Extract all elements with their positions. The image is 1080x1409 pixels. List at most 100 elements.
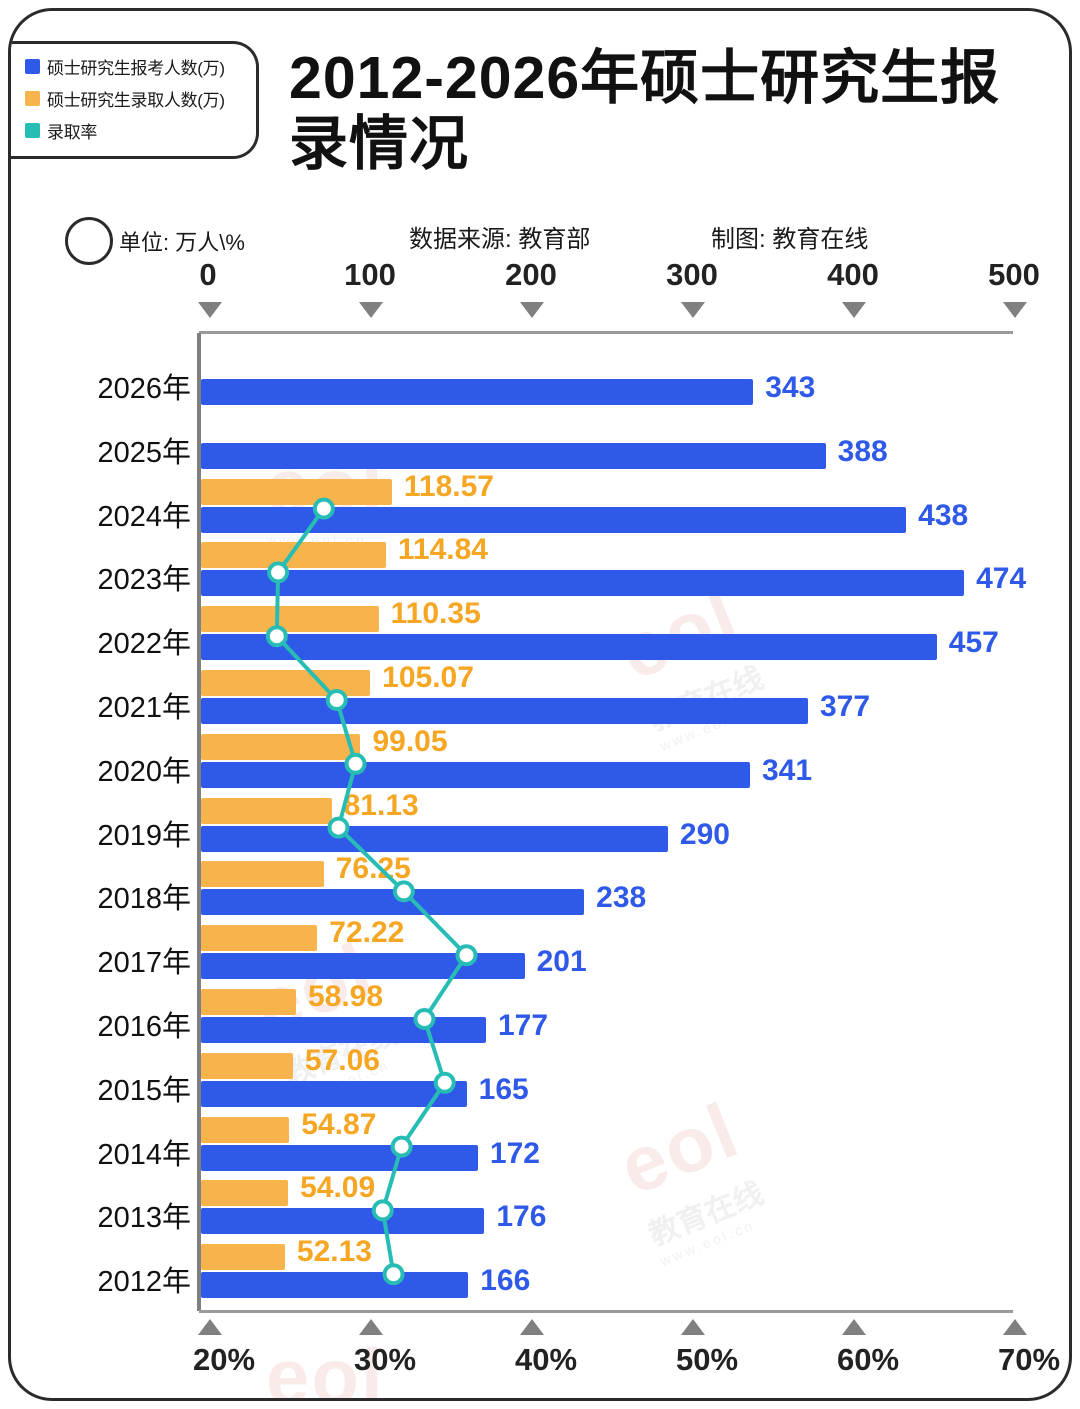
legend-swatch-icon bbox=[25, 91, 40, 106]
bar-value-admitted: 81.13 bbox=[343, 788, 419, 822]
bar-admitted bbox=[201, 478, 392, 505]
chart-legend: 硕士研究生报考人数(万) 硕士研究生录取人数(万) 录取率 bbox=[11, 41, 259, 159]
bar-admitted bbox=[201, 861, 324, 888]
top-axis-rule bbox=[199, 331, 1013, 334]
bar-value-applicants: 165 bbox=[478, 1072, 529, 1106]
top-axis-tick-3: 300 bbox=[666, 257, 718, 292]
bar-value-admitted: 110.35 bbox=[390, 597, 481, 631]
bar-value-admitted: 58.98 bbox=[307, 980, 384, 1013]
bar-value-applicants: 343 bbox=[765, 371, 816, 404]
legend-swatch-icon bbox=[25, 59, 40, 74]
bar-value-admitted: 54.87 bbox=[301, 1107, 377, 1141]
bar-admitted bbox=[201, 1116, 290, 1143]
top-axis-tick-2: 200 bbox=[505, 257, 557, 292]
bar-admitted bbox=[201, 1052, 293, 1079]
category-label: 2023年 bbox=[97, 564, 191, 597]
top-tick-marker-icon bbox=[842, 302, 866, 318]
bar-admitted bbox=[201, 542, 386, 569]
category-label: 2012年 bbox=[97, 1266, 191, 1299]
bar-value-admitted: 54.09 bbox=[300, 1171, 376, 1205]
chart-row: 2023年 114.84 474 bbox=[11, 533, 1069, 604]
category-label: 2013年 bbox=[97, 1202, 191, 1235]
top-axis-tick-0: 0 bbox=[199, 257, 217, 292]
chart-row: 2014年 54.87 172 bbox=[11, 1108, 1069, 1179]
bar-admitted bbox=[201, 925, 318, 952]
maker-label: 制图: 教育在线 bbox=[711, 226, 869, 253]
category-label: 2017年 bbox=[97, 947, 191, 980]
category-label: 2015年 bbox=[97, 1074, 191, 1107]
unit-circle-icon bbox=[65, 217, 113, 265]
chart-row: 2025年 388 bbox=[11, 415, 1069, 477]
bar-value-applicants: 474 bbox=[976, 562, 1027, 596]
plot-area: 0 100 200 300 400 500 20% 30% 40% 50% 60… bbox=[11, 11, 1069, 1398]
bottom-tick-marker-icon bbox=[359, 1319, 383, 1335]
bar-admitted bbox=[201, 606, 379, 633]
bottom-tick-marker-icon bbox=[198, 1319, 222, 1335]
bottom-axis-rule bbox=[199, 1310, 1013, 1313]
bar-applicants bbox=[201, 570, 965, 597]
legend-label: 硕士研究生录取人数(万) bbox=[47, 91, 225, 110]
bar-applicants bbox=[201, 442, 826, 469]
unit-label: 单位: 万人\% bbox=[119, 230, 245, 255]
bar-applicants bbox=[201, 825, 668, 852]
chart-row: 2013年 54.09 176 bbox=[11, 1171, 1069, 1242]
bar-applicants bbox=[201, 379, 754, 405]
chart-row: 2018年 76.25 238 bbox=[11, 852, 1069, 923]
bottom-axis-tick-1: 30% bbox=[353, 1342, 417, 1377]
bar-value-applicants: 176 bbox=[496, 1200, 547, 1234]
chart-row: 2019年 81.13 290 bbox=[11, 789, 1069, 860]
rate-line-series bbox=[265, 497, 478, 1286]
top-tick-marker-icon bbox=[198, 302, 222, 318]
legend-item-apply: 硕士研究生报考人数(万) bbox=[25, 54, 256, 79]
bar-applicants bbox=[201, 889, 585, 916]
chart-row: 2015年 57.06 165 bbox=[11, 1044, 1069, 1115]
chart-row: 2020年 99.05 341 bbox=[11, 725, 1069, 796]
chart-row: 2016年 58.98 177 bbox=[11, 980, 1069, 1051]
bar-value-applicants: 388 bbox=[837, 434, 888, 468]
top-tick-marker-icon bbox=[359, 302, 383, 318]
bar-value-admitted: 118.57 bbox=[403, 469, 494, 503]
bar-applicants bbox=[201, 761, 750, 788]
legend-item-admit: 硕士研究生录取人数(万) bbox=[25, 86, 256, 111]
legend-label: 硕士研究生报考人数(万) bbox=[47, 59, 225, 78]
bottom-tick-marker-icon bbox=[681, 1319, 705, 1335]
bar-applicants bbox=[201, 698, 808, 724]
bar-admitted bbox=[201, 1180, 289, 1207]
category-label: 2019年 bbox=[97, 819, 191, 852]
category-label: 2018年 bbox=[97, 883, 191, 916]
bar-applicants bbox=[201, 1144, 478, 1171]
bar-applicants bbox=[201, 1017, 486, 1043]
bottom-axis-tick-3: 50% bbox=[675, 1342, 739, 1377]
bottom-tick-marker-icon bbox=[520, 1319, 544, 1335]
top-axis-tick-4: 400 bbox=[827, 257, 879, 292]
bar-applicants bbox=[201, 634, 937, 661]
bar-admitted bbox=[201, 1244, 285, 1271]
bar-value-applicants: 177 bbox=[497, 1009, 549, 1042]
bar-value-admitted: 114.84 bbox=[397, 533, 488, 567]
chart-row: 2026年 343 bbox=[11, 351, 1069, 413]
bar-value-applicants: 290 bbox=[679, 817, 730, 851]
bottom-tick-marker-icon bbox=[842, 1319, 866, 1335]
category-label: 2026年 bbox=[97, 373, 191, 405]
bottom-axis-tick-2: 40% bbox=[514, 1342, 578, 1377]
category-label: 2022年 bbox=[97, 628, 191, 661]
bar-value-applicants: 201 bbox=[536, 945, 587, 979]
legend-swatch-icon bbox=[25, 123, 40, 138]
category-label: 2020年 bbox=[97, 755, 191, 788]
page-title: 2012-2026年硕士研究生报录情况 bbox=[289, 45, 1001, 178]
top-tick-marker-icon bbox=[1003, 302, 1027, 318]
bar-admitted bbox=[201, 733, 361, 760]
bar-value-admitted: 57.06 bbox=[304, 1043, 380, 1077]
top-axis-tick-5: 500 bbox=[988, 257, 1040, 292]
bar-value-admitted: 76.25 bbox=[335, 852, 411, 886]
legend-item-rate: 录取率 bbox=[25, 118, 256, 143]
top-axis-tick-1: 100 bbox=[344, 257, 396, 292]
bar-value-applicants: 172 bbox=[489, 1136, 540, 1170]
bar-value-admitted: 99.05 bbox=[372, 724, 448, 758]
bar-value-applicants: 457 bbox=[948, 626, 999, 660]
bar-value-applicants: 166 bbox=[480, 1264, 531, 1298]
bottom-axis-tick-0: 20% bbox=[192, 1342, 256, 1377]
bar-value-applicants: 341 bbox=[762, 753, 813, 787]
bottom-axis-tick-4: 60% bbox=[836, 1342, 900, 1377]
bar-value-admitted: 72.22 bbox=[329, 916, 405, 950]
